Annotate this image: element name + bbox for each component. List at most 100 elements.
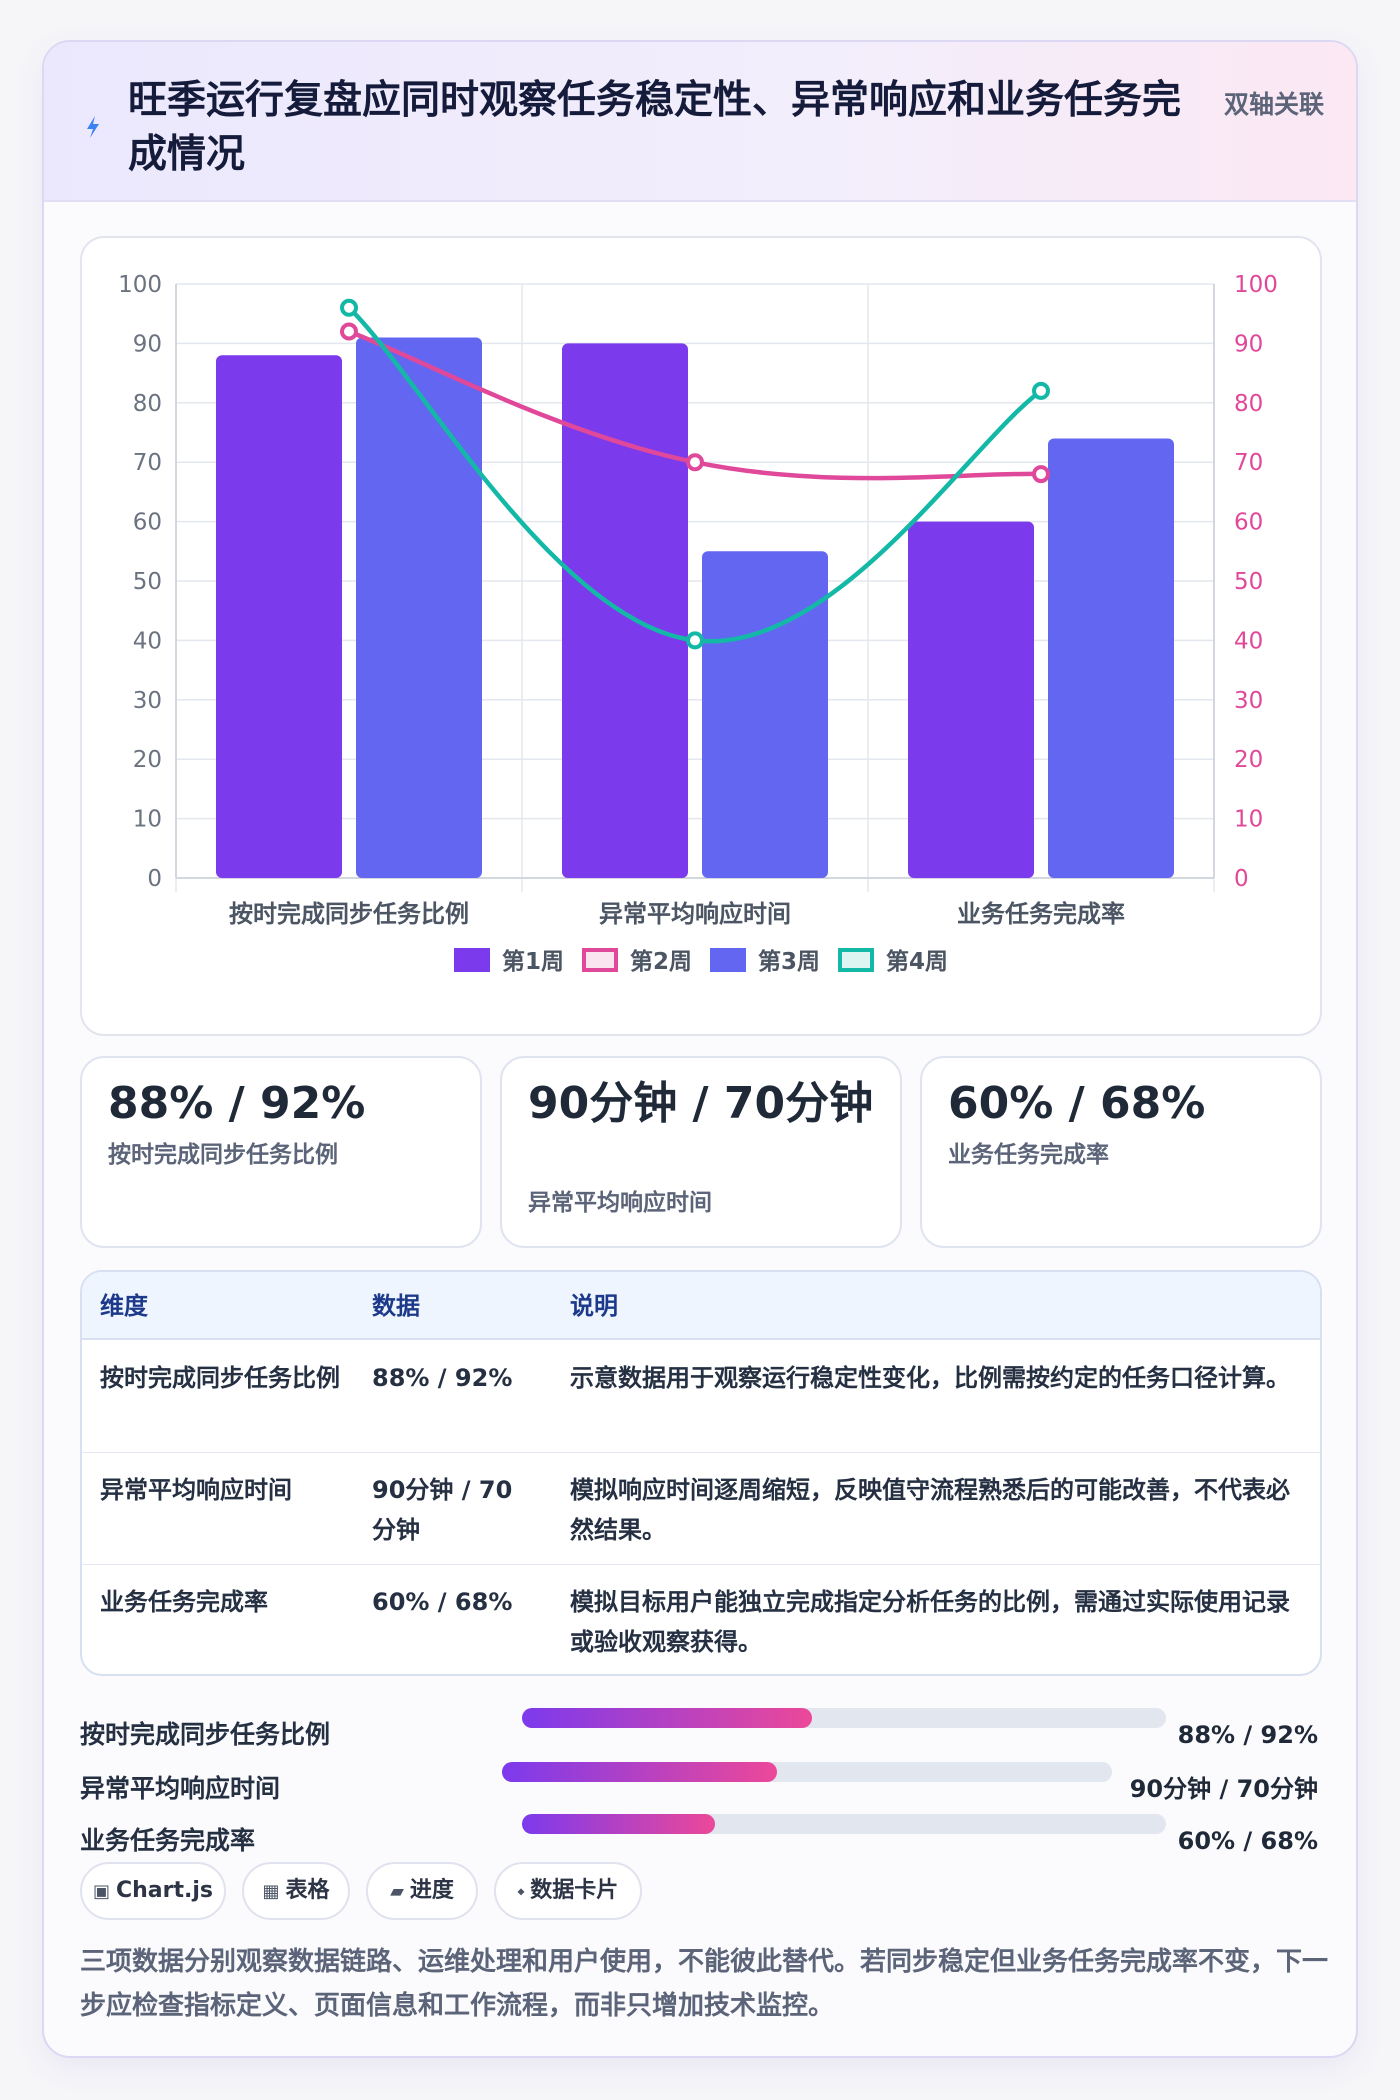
footnote: 三项数据分别观察数据链路、运维处理和用户使用，不能彼此替代。若同步稳定但业务任务… <box>80 1947 1329 2021</box>
y2-tick-label: 100 <box>1234 272 1278 298</box>
legend-swatch <box>582 948 618 972</box>
column-header: 维度 <box>100 1292 148 1320</box>
progress-fill <box>522 1814 716 1834</box>
y2-tick-label: 70 <box>1234 450 1263 476</box>
line-point <box>686 631 704 650</box>
y2-tick-label: 0 <box>1234 866 1249 892</box>
report-card: 旺季运行复盘应同时观察任务稳定性、异常响应和业务任务完成情况 双轴关联 0 0 10… <box>42 40 1358 2058</box>
y2-tick-label: 10 <box>1234 807 1263 833</box>
table-header: 维度 数据 说明 <box>82 1272 1320 1340</box>
line-point <box>340 322 358 341</box>
diamond-icon: ⬩ <box>517 1881 525 1902</box>
chip-label: 进度 <box>409 1878 454 1903</box>
bar <box>356 337 482 879</box>
chip-label: Chart.js <box>116 1878 214 1903</box>
progress-label-sync: 按时完成同步任务比例 <box>80 1720 331 1749</box>
y-tick-label: 70 <box>133 450 162 476</box>
progress-fill <box>522 1708 812 1728</box>
progress-track-sync <box>522 1708 1166 1728</box>
column-header: 说明 <box>570 1292 618 1320</box>
bar <box>562 343 688 878</box>
progress-track-response <box>502 1762 1112 1782</box>
stat-value: 88% / 92% <box>108 1078 366 1129</box>
stat-label: 业务任务完成率 <box>948 1142 1109 1168</box>
stat-card-response: 90分钟 / 70分钟 异常平均响应时间 <box>500 1056 902 1248</box>
chip-table[interactable]: ▦ 表格 <box>242 1862 350 1920</box>
chart-icon: ▣ <box>92 1881 110 1902</box>
stat-card-business: 60% / 68% 业务任务完成率 <box>920 1056 1322 1248</box>
stat-label: 按时完成同步任务比例 <box>108 1142 338 1168</box>
line-point <box>1032 465 1050 484</box>
row-divider <box>82 1564 1320 1565</box>
progress-fill <box>502 1762 777 1782</box>
y-tick-label: 80 <box>133 391 162 417</box>
y-tick-label: 100 <box>118 272 162 298</box>
table-cell: 60% / 68% <box>372 1588 513 1616</box>
legend-swatch <box>838 948 874 972</box>
table-cell: 按时完成同步任务比例 <box>100 1364 340 1392</box>
card-header: 旺季运行复盘应同时观察任务稳定性、异常响应和业务任务完成情况 双轴关联 <box>44 42 1356 202</box>
stat-label: 异常平均响应时间 <box>528 1190 712 1216</box>
x-tick-label: 异常平均响应时间 <box>599 900 791 928</box>
row-divider <box>82 1452 1320 1453</box>
lightning-icon <box>87 116 99 138</box>
line-point <box>686 453 704 472</box>
y-tick-label: 90 <box>133 331 162 357</box>
chip-chartjs[interactable]: ▣ Chart.js <box>80 1862 226 1920</box>
chip-label: 表格 <box>285 1878 330 1903</box>
table-cell: 模拟目标用户能独立完成指定分析任务的比例，需通过实际使用记录或验收观察获得。 <box>570 1588 1290 1656</box>
table-cell: 90分钟 / 70分钟 <box>372 1476 513 1544</box>
progress-label-business: 业务任务完成率 <box>80 1826 256 1855</box>
legend-label: 第1周 <box>502 948 564 975</box>
bar <box>216 355 342 878</box>
page-title: 旺季运行复盘应同时观察任务稳定性、异常响应和业务任务完成情况 <box>128 78 1182 177</box>
chip-data-cards[interactable]: ⬩ 数据卡片 <box>494 1862 642 1920</box>
table-cell: 示意数据用于观察运行稳定性变化，比例需按约定的任务口径计算。 <box>570 1364 1290 1392</box>
dual-axis-tag: 双轴关联 <box>1224 90 1325 119</box>
bar <box>908 521 1034 878</box>
y2-tick-label: 40 <box>1234 628 1263 654</box>
table-cell: 88% / 92% <box>372 1364 513 1392</box>
y-tick-label: 60 <box>133 510 162 536</box>
chart-panel: 0 0 10 10 20 20 30 30 40 40 50 50 60 60 70 70 80 80 90 90 10… <box>80 236 1322 1036</box>
y2-tick-label: 20 <box>1234 747 1263 773</box>
data-table: 维度 数据 说明 按时完成同步任务比例 88% / 92% 示意数据用于观察运行… <box>80 1270 1322 1676</box>
y2-tick-label: 60 <box>1234 510 1263 536</box>
y-tick-label: 10 <box>133 807 162 833</box>
chip-label: 数据卡片 <box>530 1878 619 1903</box>
line-point <box>340 298 358 317</box>
table-cell: 异常平均响应时间 <box>100 1476 292 1504</box>
bar <box>702 551 828 878</box>
y-tick-label: 0 <box>147 866 162 892</box>
combo-chart: 0 0 10 10 20 20 30 30 40 40 50 50 60 60 70 70 80 80 90 90 10… <box>118 272 1278 975</box>
legend-label: 第2周 <box>630 948 692 975</box>
legend-swatch <box>454 948 490 972</box>
bar <box>1048 438 1174 878</box>
x-tick-label: 业务任务完成率 <box>957 900 1125 928</box>
progress-value-sync: 88% / 92% <box>1177 1721 1318 1749</box>
column-header: 数据 <box>372 1292 420 1320</box>
stat-value: 90分钟 / 70分钟 <box>528 1078 874 1129</box>
y-tick-label: 20 <box>133 747 162 773</box>
stat-card-sync: 88% / 92% 按时完成同步任务比例 <box>80 1056 482 1248</box>
stat-value: 60% / 68% <box>948 1078 1206 1129</box>
chip-progress[interactable]: ▰ 进度 <box>366 1862 478 1920</box>
table-cell: 业务任务完成率 <box>100 1588 268 1616</box>
legend-swatch <box>710 948 746 972</box>
y2-tick-label: 50 <box>1234 569 1263 595</box>
y2-tick-label: 80 <box>1234 391 1263 417</box>
y-tick-label: 50 <box>133 569 162 595</box>
y-tick-label: 30 <box>133 688 162 714</box>
y2-tick-label: 30 <box>1234 688 1263 714</box>
progress-label-response: 异常平均响应时间 <box>80 1774 281 1803</box>
progress-value-business: 60% / 68% <box>1177 1827 1318 1855</box>
progress-track-business <box>522 1814 1166 1834</box>
progress-value-response: 90分钟 / 70分钟 <box>1129 1775 1318 1803</box>
line-point <box>1032 381 1050 400</box>
progress-icon: ▰ <box>390 1881 404 1902</box>
y-tick-label: 40 <box>133 628 162 654</box>
table-cell: 模拟响应时间逐周缩短，反映值守流程熟悉后的可能改善，不代表必然结果。 <box>570 1476 1290 1544</box>
legend-label: 第4周 <box>886 948 948 975</box>
y2-tick-label: 90 <box>1234 331 1263 357</box>
legend-label: 第3周 <box>758 948 820 975</box>
